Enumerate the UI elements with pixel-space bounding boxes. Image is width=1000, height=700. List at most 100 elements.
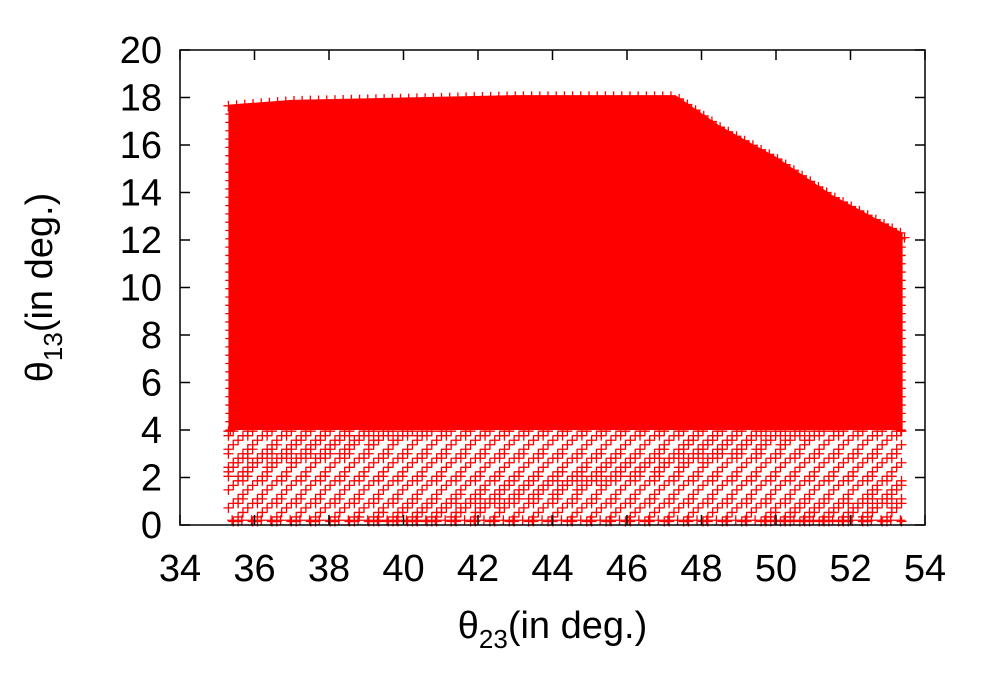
scatter-point bbox=[431, 489, 442, 500]
y-tick-label: 12 bbox=[120, 220, 162, 262]
scatter-point bbox=[809, 484, 820, 495]
scatter-point bbox=[247, 439, 258, 450]
scatter-point bbox=[267, 480, 278, 491]
scatter-point bbox=[460, 444, 471, 455]
scatter-point bbox=[711, 515, 722, 526]
scatter-point bbox=[513, 466, 524, 477]
scatter-point bbox=[690, 105, 701, 116]
scatter-point bbox=[779, 515, 790, 526]
scatter-point bbox=[809, 181, 820, 192]
scatter-point bbox=[789, 484, 800, 495]
scatter-point bbox=[736, 480, 747, 491]
scatter-point bbox=[746, 489, 757, 500]
scatter-point bbox=[665, 91, 676, 102]
scatter-point bbox=[794, 480, 805, 491]
x-tick-label: 48 bbox=[680, 548, 722, 590]
scatter-point bbox=[523, 439, 534, 450]
scatter-point bbox=[426, 439, 437, 450]
scatter-point bbox=[296, 507, 307, 518]
scatter-point bbox=[722, 457, 733, 468]
scatter-point bbox=[780, 457, 791, 468]
scatter-point bbox=[228, 439, 239, 450]
scatter-point bbox=[557, 444, 568, 455]
scatter-point bbox=[736, 462, 747, 473]
x-tick-label: 46 bbox=[606, 548, 648, 590]
scatter-point bbox=[446, 457, 457, 468]
scatter-point bbox=[746, 507, 757, 518]
dense-point-region bbox=[228, 95, 903, 430]
scatter-point bbox=[870, 214, 881, 225]
scatter-point bbox=[252, 435, 263, 446]
scatter-point bbox=[808, 515, 819, 526]
scatter-point bbox=[489, 435, 500, 446]
scatter-point bbox=[852, 444, 863, 455]
scatter-point bbox=[436, 484, 447, 495]
scatter-point bbox=[557, 502, 568, 513]
x-tick-label: 42 bbox=[457, 548, 499, 590]
dense-region-layer bbox=[228, 95, 903, 430]
scatter-point bbox=[359, 484, 370, 495]
scatter-point bbox=[247, 426, 258, 437]
scatter-point bbox=[862, 435, 873, 446]
scatter-point bbox=[625, 435, 636, 446]
scatter-point bbox=[896, 475, 907, 486]
scatter-point bbox=[736, 426, 747, 437]
y-tick-label: 18 bbox=[120, 78, 162, 120]
scatter-point bbox=[504, 457, 515, 468]
scatter-point bbox=[712, 502, 723, 513]
scatter-point bbox=[780, 426, 791, 437]
scatter-point bbox=[712, 484, 723, 495]
scatter-point bbox=[281, 484, 292, 495]
scatter-point bbox=[223, 502, 234, 513]
scatter-point bbox=[518, 502, 529, 513]
scatter-point bbox=[756, 462, 767, 473]
scatter-point bbox=[759, 515, 770, 526]
scatter-point bbox=[775, 480, 786, 491]
scatter-point bbox=[775, 462, 786, 473]
scatter-point bbox=[817, 515, 828, 526]
scatter-point bbox=[717, 462, 728, 473]
scatter-point bbox=[363, 480, 374, 491]
scatter-point bbox=[891, 444, 902, 455]
scatter-point bbox=[276, 489, 287, 500]
scatter-point bbox=[498, 515, 509, 526]
scatter-point bbox=[794, 444, 805, 455]
scatter-point bbox=[707, 507, 718, 518]
scatter-point bbox=[852, 480, 863, 491]
scatter-point bbox=[799, 457, 810, 468]
scatter-point bbox=[296, 489, 307, 500]
scatter-point bbox=[828, 466, 839, 477]
scatter-point bbox=[601, 439, 612, 450]
scatter-point bbox=[799, 426, 810, 437]
scatter-point bbox=[809, 466, 820, 477]
scatter-point bbox=[581, 457, 592, 468]
scatter-point bbox=[635, 444, 646, 455]
scatter-point bbox=[877, 457, 888, 468]
scatter-point bbox=[833, 462, 844, 473]
scatter-point bbox=[440, 515, 451, 526]
scatter-point bbox=[586, 435, 597, 446]
scatter-point bbox=[615, 502, 626, 513]
scatter-point bbox=[459, 515, 470, 526]
scatter-point bbox=[286, 426, 297, 437]
scatter-point bbox=[378, 502, 389, 513]
scatter-point bbox=[688, 507, 699, 518]
scatter-point bbox=[228, 480, 239, 491]
scatter-point bbox=[518, 444, 529, 455]
scatter-point bbox=[397, 466, 408, 477]
scatter-point bbox=[866, 515, 877, 526]
scatter-point bbox=[662, 515, 673, 526]
scatter-point bbox=[801, 175, 812, 186]
scatter-point bbox=[368, 457, 379, 468]
scatter-point bbox=[896, 493, 907, 504]
scatter-point bbox=[523, 426, 534, 437]
scatter-point bbox=[460, 462, 471, 473]
scatter-point bbox=[895, 233, 906, 244]
scatter-point bbox=[344, 480, 355, 491]
scatter-point bbox=[392, 489, 403, 500]
scatter-point bbox=[678, 98, 689, 109]
scatter-point bbox=[543, 439, 554, 450]
scatter-point bbox=[798, 515, 809, 526]
scatter-point bbox=[819, 426, 830, 437]
